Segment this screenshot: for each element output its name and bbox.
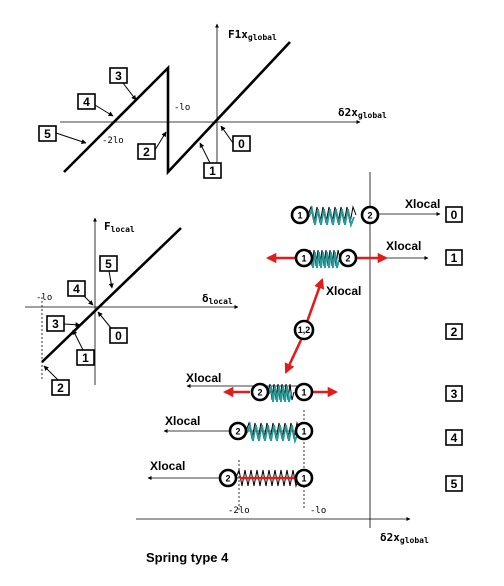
svg-text:2: 2 (57, 381, 64, 395)
svg-text:1: 1 (301, 254, 306, 264)
bottom-tick-neg-lo: -lo (310, 506, 326, 516)
svg-text:Xlocal: Xlocal (165, 414, 200, 428)
spring-states: Xlocal 1 2 0 Xlocal 1 2 1 (147, 172, 463, 528)
top-tick-neg-lo: -lo (174, 103, 190, 113)
svg-text:2: 2 (143, 145, 150, 159)
bottom-x-label: δ2xglobal (380, 531, 429, 545)
svg-text:Xlocal: Xlocal (150, 459, 185, 473)
svg-text:1: 1 (301, 427, 306, 437)
top-force-curve (63, 41, 291, 176)
top-label-1: 1 (199, 142, 222, 179)
svg-text:Xlocal: Xlocal (186, 371, 221, 385)
svg-text:5: 5 (105, 257, 112, 271)
top-y-label: F1xglobal (228, 28, 277, 42)
left-label-0: 0 (97, 311, 128, 344)
left-y-label: Flocal (104, 220, 135, 234)
top-x-label: δ2xglobal (338, 106, 387, 120)
svg-text:3: 3 (451, 387, 458, 401)
top-label-3: 3 (109, 67, 137, 101)
svg-text:3: 3 (52, 317, 59, 331)
svg-text:4: 4 (451, 431, 458, 445)
svg-text:Xlocal: Xlocal (405, 197, 440, 211)
spring-state-3: Xlocal 2 1 3 (186, 371, 463, 403)
svg-text:Xlocal: Xlocal (326, 284, 361, 298)
spring-state-4: Xlocal 2 1 4 (163, 414, 463, 446)
svg-text:5: 5 (44, 127, 51, 141)
spring-state-0: Xlocal 1 2 0 (290, 197, 463, 226)
left-label-1: 1 (72, 329, 95, 366)
left-force-line (41, 227, 182, 363)
left-x-label: δlocal (202, 292, 233, 306)
svg-text:2: 2 (257, 388, 262, 398)
spring-state-2: Xlocal 1,2 2 (284, 278, 463, 374)
svg-text:0: 0 (238, 137, 245, 151)
left-label-2: 2 (43, 365, 70, 396)
svg-text:4: 4 (73, 282, 80, 296)
svg-text:3: 3 (115, 69, 122, 83)
svg-text:1: 1 (82, 351, 89, 365)
bottom-axis: -2lo -lo δ2xglobal (136, 506, 429, 545)
bottom-tick-neg-2lo: -2lo (228, 506, 250, 516)
svg-text:1: 1 (297, 211, 302, 221)
top-graph: F1xglobal δ2xglobal -lo -2lo 0 1 2 3 (38, 23, 387, 179)
svg-text:2: 2 (367, 211, 372, 221)
left-label-5: 5 (99, 255, 118, 289)
left-label-3: 3 (46, 315, 81, 332)
svg-text:1: 1 (209, 164, 216, 178)
top-label-0: 0 (220, 125, 251, 152)
svg-text:Xlocal: Xlocal (386, 239, 421, 253)
left-tick-neg-lo: -lo (36, 293, 52, 303)
svg-text:1,2: 1,2 (298, 325, 311, 335)
svg-text:2: 2 (235, 427, 240, 437)
svg-text:1: 1 (301, 388, 306, 398)
svg-text:2: 2 (345, 254, 350, 264)
top-label-4: 4 (77, 93, 114, 117)
svg-text:2: 2 (225, 474, 230, 484)
svg-text:2: 2 (451, 325, 458, 339)
spring-state-1: Xlocal 1 2 1 (265, 239, 463, 269)
top-tick-neg-2lo: -2lo (102, 136, 124, 146)
svg-text:4: 4 (83, 95, 90, 109)
svg-text:1: 1 (451, 251, 458, 265)
left-graph: Flocal δlocal -lo 0 1 2 3 4 (25, 217, 239, 396)
spring-state-5: Xlocal 2 1 5 (147, 459, 463, 492)
caption: Spring type 4 (146, 550, 229, 565)
svg-text:0: 0 (115, 329, 122, 343)
svg-text:0: 0 (451, 208, 458, 222)
svg-text:1: 1 (301, 474, 306, 484)
left-label-4: 4 (67, 280, 94, 306)
top-label-2: 2 (137, 131, 167, 160)
top-label-5: 5 (38, 125, 87, 144)
svg-text:5: 5 (451, 477, 458, 491)
